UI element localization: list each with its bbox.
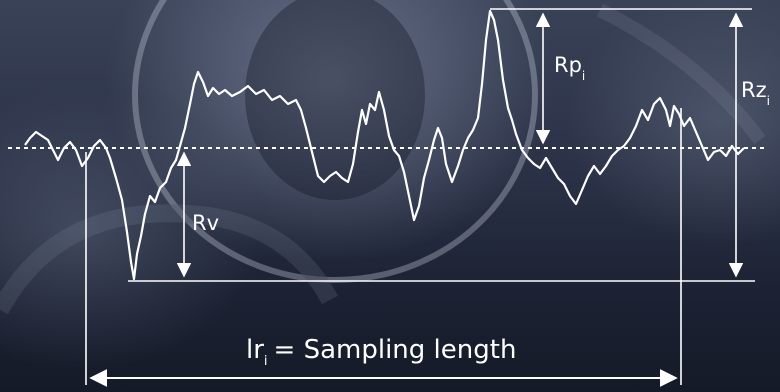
sampling-subscript: i <box>264 354 268 369</box>
sampling-text: = Sampling length <box>274 335 517 365</box>
rp-main: Rp <box>554 53 582 77</box>
sampling-length-label: lri = Sampling length <box>246 335 516 369</box>
rz-label: Rzi <box>741 78 770 108</box>
roughness-profile <box>24 9 745 281</box>
rv-label: Rv <box>192 211 219 235</box>
rz-main: Rz <box>741 78 767 102</box>
rp-label: Rpi <box>554 53 585 83</box>
rz-subscript: i <box>767 94 770 108</box>
background-sphere <box>0 0 766 315</box>
sampling-prefix: lr <box>246 335 264 365</box>
rp-subscript: i <box>582 69 585 83</box>
